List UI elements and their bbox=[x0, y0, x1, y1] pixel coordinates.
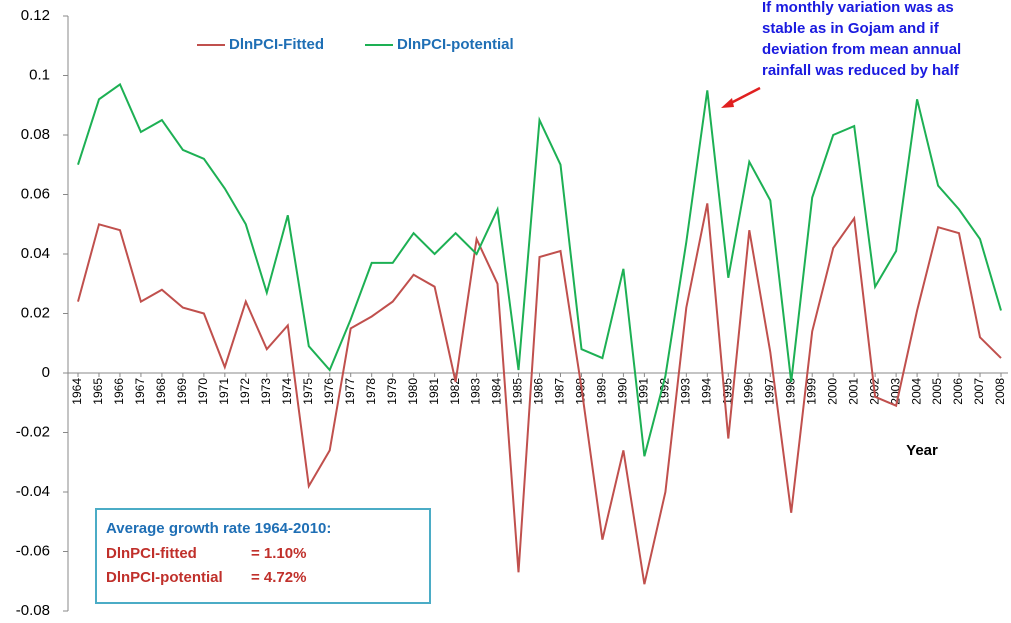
x-tick-label: 1974 bbox=[280, 378, 294, 405]
x-tick-label: 2005 bbox=[930, 378, 944, 405]
x-tick-label: 1991 bbox=[637, 378, 651, 405]
x-tick-label: 1981 bbox=[427, 378, 441, 405]
x-tick-label: 1999 bbox=[804, 378, 818, 405]
annotation: If monthly variation was as bbox=[762, 0, 954, 16]
x-tick-label: 1967 bbox=[133, 378, 147, 405]
x-tick-label: 1966 bbox=[112, 378, 126, 405]
annotation: stable as in Gojam and if bbox=[762, 20, 940, 37]
y-tick-label: 0.06 bbox=[21, 185, 50, 202]
y-tick-label: 0 bbox=[42, 364, 50, 381]
summary-title: Average growth rate 1964-2010: bbox=[106, 520, 331, 537]
series-line bbox=[77, 82, 1002, 457]
x-tick-label: 2008 bbox=[993, 378, 1007, 405]
annotation: deviation from mean annual bbox=[762, 41, 961, 58]
x-tick-label: 1971 bbox=[217, 378, 231, 405]
x-tick-label: 1965 bbox=[91, 378, 105, 405]
x-tick-label: 1980 bbox=[406, 378, 420, 405]
x-tick-label: 1992 bbox=[658, 378, 672, 405]
summary-box bbox=[95, 508, 431, 604]
x-tick-label: 1982 bbox=[448, 378, 462, 405]
x-tick-label: 1979 bbox=[385, 378, 399, 405]
x-tick-label: 1969 bbox=[175, 378, 189, 405]
y-tick-label: -0.02 bbox=[16, 423, 50, 440]
x-tick-label: 1973 bbox=[259, 378, 273, 405]
x-tick-label: 1984 bbox=[490, 378, 504, 405]
x-tick-label: 1977 bbox=[343, 378, 357, 405]
x-tick-label: 2004 bbox=[909, 378, 923, 405]
summary-label: DlnPCI-potential bbox=[106, 569, 223, 586]
x-tick-label: 1994 bbox=[699, 378, 713, 405]
x-tick-label: 1985 bbox=[511, 378, 525, 405]
summary-label: DlnPCI-fitted bbox=[106, 545, 197, 562]
x-tick-label: 1989 bbox=[595, 378, 609, 405]
summary-value: = 1.10% bbox=[251, 545, 306, 562]
summary-value: = 4.72% bbox=[251, 569, 306, 586]
y-tick-label: 0.12 bbox=[21, 7, 50, 24]
x-tick-label: 1975 bbox=[301, 378, 315, 405]
x-tick-label: 1986 bbox=[532, 378, 546, 405]
y-tick-label: 0.1 bbox=[29, 66, 50, 83]
x-tick-label: 2000 bbox=[825, 378, 839, 405]
x-tick-label: 1997 bbox=[762, 378, 776, 405]
x-tick-label: 1983 bbox=[469, 378, 483, 405]
y-tick-label: -0.04 bbox=[16, 483, 50, 500]
annotation: rainfall was reduced by half bbox=[762, 62, 960, 79]
x-tick-label: 1970 bbox=[196, 378, 210, 405]
x-tick-label: 1996 bbox=[741, 378, 755, 405]
x-tick-label: 2006 bbox=[951, 378, 965, 405]
x-tick-label: 1972 bbox=[238, 378, 252, 405]
x-tick-label: 1978 bbox=[364, 378, 378, 405]
series-line bbox=[77, 203, 1002, 585]
y-tick-label: 0.02 bbox=[21, 304, 50, 321]
y-tick-label: -0.08 bbox=[16, 602, 50, 619]
x-tick-label: 1990 bbox=[616, 378, 630, 405]
x-tick-label: 1968 bbox=[154, 378, 168, 405]
x-tick-label: 2001 bbox=[846, 378, 860, 405]
legend-label: DlnPCI-Fitted bbox=[229, 36, 324, 53]
y-tick-label: -0.06 bbox=[16, 542, 50, 559]
x-tick-label: 1964 bbox=[70, 378, 84, 405]
x-tick-label: 1993 bbox=[679, 378, 693, 405]
x-tick-label: 2007 bbox=[972, 378, 986, 405]
annotation-arrowhead bbox=[721, 98, 734, 108]
x-tick-label: 1988 bbox=[574, 378, 588, 405]
y-tick-label: 0.08 bbox=[21, 126, 50, 143]
x-tick-label: 1976 bbox=[322, 378, 336, 405]
x-axis-title: Year bbox=[906, 442, 938, 459]
x-tick-label: 1998 bbox=[783, 378, 797, 405]
x-tick-label: 1987 bbox=[553, 378, 567, 405]
legend-label: DlnPCI-potential bbox=[397, 36, 514, 53]
y-tick-label: 0.04 bbox=[21, 245, 50, 262]
